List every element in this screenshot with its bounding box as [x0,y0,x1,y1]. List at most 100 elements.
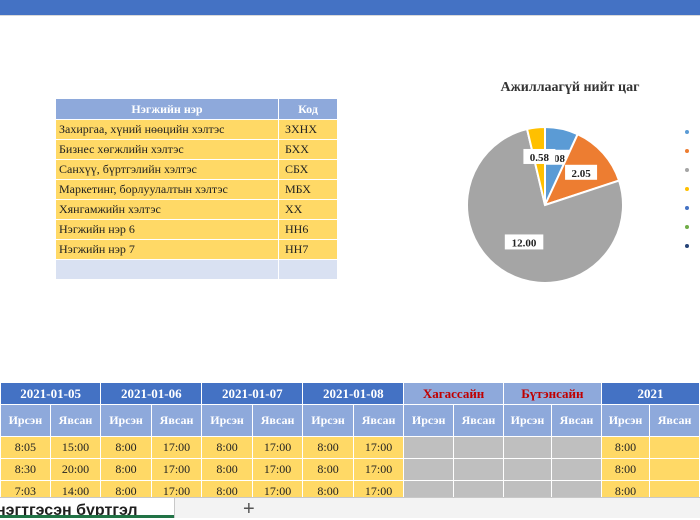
unit-code-cell[interactable]: ХХ [278,199,338,220]
unit-code-cell[interactable]: НН6 [278,219,338,240]
time-cell[interactable]: 8:00 [201,436,253,459]
unit-code-cell[interactable]: ЗХНХ [278,119,338,140]
time-cell[interactable] [649,436,700,459]
sheet-tab-bar: нэгтгэсэн бүртгэл + [0,497,700,520]
departure-header[interactable]: Явсан [649,404,700,437]
date-header[interactable]: 2021-01-06 [100,382,203,405]
weekend-cell[interactable] [502,458,553,481]
date-header[interactable]: 2021-01-05 [0,382,102,405]
chart-title: Ажиллаагүй нийт цаг [500,80,640,95]
departure-header[interactable]: Явсан [150,404,203,437]
time-cell[interactable]: 7:03 [0,480,51,497]
weekend-cell[interactable] [551,458,602,481]
time-cell[interactable]: 8:00 [201,480,253,497]
time-cell[interactable]: 8:00 [100,480,152,497]
arrival-header[interactable]: Ирсэн [302,404,354,437]
legend-marker [685,244,689,248]
date-header[interactable]: 2021-01-07 [201,382,304,405]
column-header-code[interactable]: Код [278,98,338,120]
arrival-header[interactable]: Ирсэн [0,404,51,437]
time-cell[interactable]: 8:00 [600,458,651,481]
time-cell[interactable]: 8:00 [302,436,354,459]
legend-marker [685,130,689,134]
time-cell[interactable]: 8:00 [302,480,354,497]
time-cell[interactable]: 17:00 [251,480,304,497]
unit-name-cell[interactable]: Хянгамжийн хэлтэс [55,199,279,220]
arrival-header[interactable]: Ирсэн [100,404,152,437]
weekend-cell[interactable] [502,436,553,459]
time-cell[interactable]: 17:00 [352,480,405,497]
departure-header[interactable]: Явсан [49,404,102,437]
legend-marker [685,206,689,210]
time-cell[interactable] [649,480,700,497]
arrival-header[interactable]: Ирсэн [201,404,253,437]
time-cell[interactable]: 17:00 [352,436,405,459]
date-header[interactable]: Бүтэнсайн [502,382,602,405]
arrival-header[interactable]: Ирсэн [502,404,553,437]
time-cell[interactable]: 20:00 [49,458,102,481]
sheet-tab-active[interactable]: нэгтгэсэн бүртгэл [0,498,175,518]
weekend-cell[interactable] [403,480,455,497]
unit-name-cell[interactable]: Бизнес хөгжлийн хэлтэс [55,139,279,160]
time-cell[interactable]: 8:00 [100,436,152,459]
time-cell[interactable]: 8:00 [600,480,651,497]
unit-code-cell[interactable]: МБХ [278,179,338,200]
legend-marker [685,149,689,153]
time-cell[interactable]: 8:00 [302,458,354,481]
weekend-cell[interactable] [453,436,504,459]
departure-header[interactable]: Явсан [251,404,304,437]
date-header[interactable]: 2021-01-08 [302,382,405,405]
time-cell[interactable] [649,458,700,481]
unit-code-cell[interactable]: БХХ [278,139,338,160]
weekend-cell[interactable] [403,458,455,481]
time-cell[interactable]: 8:00 [201,458,253,481]
time-cell[interactable]: 14:00 [49,480,102,497]
time-cell[interactable]: 8:00 [600,436,651,459]
date-header[interactable]: Хагассайн [403,382,504,405]
time-cell[interactable]: 8:30 [0,458,51,481]
svg-text:12.00: 12.00 [512,237,537,249]
departure-header[interactable]: Явсан [551,404,602,437]
divider [0,15,700,16]
weekend-cell[interactable] [453,480,504,497]
time-cell[interactable]: 17:00 [251,436,304,459]
date-header[interactable]: 2021 [600,382,700,405]
weekend-cell[interactable] [551,480,602,497]
time-cell[interactable]: 17:00 [251,458,304,481]
pie-slice[interactable] [525,125,546,206]
arrival-header[interactable]: Ирсэн [600,404,651,437]
column-header-name[interactable]: Нэгжийн нэр [55,98,279,120]
time-cell[interactable]: 8:05 [0,436,51,459]
legend-marker [685,225,689,229]
arrival-header[interactable]: Ирсэн [403,404,455,437]
departure-header[interactable]: Явсан [453,404,504,437]
weekend-cell[interactable] [502,480,553,497]
time-cell[interactable]: 15:00 [49,436,102,459]
departure-header[interactable]: Явсан [352,404,405,437]
unit-name-cell[interactable]: Маркетинг, борлуулалтын хэлтэс [55,179,279,200]
unit-name-cell[interactable]: Захиргаа, хүний нөөцийн хэлтэс [55,119,279,140]
unit-code-cell[interactable]: СБХ [278,159,338,180]
unit-name-cell[interactable]: Нэгжийн нэр 7 [55,239,279,260]
time-cell[interactable]: 17:00 [150,480,203,497]
legend-marker [685,168,689,172]
time-cell[interactable]: 17:00 [352,458,405,481]
weekend-cell[interactable] [403,436,455,459]
weekend-cell[interactable] [453,458,504,481]
time-cell[interactable]: 17:00 [150,436,203,459]
ribbon-bar [0,0,700,15]
empty-cell[interactable] [278,259,338,280]
unit-name-cell[interactable]: Санхүү, бүртгэлийн хэлтэс [55,159,279,180]
legend-marker [685,187,689,191]
unit-table: Нэгжийн нэр Код Захиргаа, хүний нөөцийн … [55,98,338,280]
add-sheet-icon[interactable]: + [243,498,255,520]
empty-cell[interactable] [55,259,279,280]
weekend-cell[interactable] [551,436,602,459]
time-cell[interactable]: 8:00 [100,458,152,481]
unit-code-cell[interactable]: НН7 [278,239,338,260]
unit-name-cell[interactable]: Нэгжийн нэр 6 [55,219,279,240]
sheet-tab-label: нэгтгэсэн бүртгэл [0,502,138,518]
time-cell[interactable]: 17:00 [150,458,203,481]
svg-text:2.05: 2.05 [571,168,591,180]
